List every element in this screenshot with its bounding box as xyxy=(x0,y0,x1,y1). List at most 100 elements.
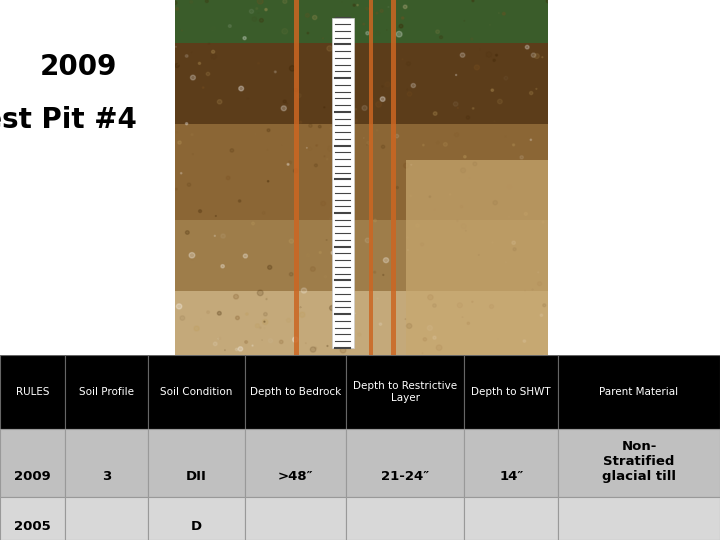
Circle shape xyxy=(410,195,412,197)
Text: DII: DII xyxy=(186,470,207,483)
Circle shape xyxy=(439,36,443,39)
Circle shape xyxy=(309,124,312,127)
Circle shape xyxy=(523,340,526,342)
Circle shape xyxy=(206,72,210,76)
Text: Test Pit #4: Test Pit #4 xyxy=(0,106,137,134)
Circle shape xyxy=(238,347,243,351)
Circle shape xyxy=(283,0,287,3)
Circle shape xyxy=(239,86,243,91)
Text: Soil Condition: Soil Condition xyxy=(160,387,233,397)
Circle shape xyxy=(341,348,346,353)
Circle shape xyxy=(310,347,316,352)
Bar xyxy=(558,429,720,497)
Circle shape xyxy=(543,304,546,307)
Circle shape xyxy=(544,354,545,355)
Bar xyxy=(175,43,548,124)
Circle shape xyxy=(471,38,473,40)
Bar xyxy=(65,497,148,540)
Circle shape xyxy=(472,0,474,2)
Bar xyxy=(558,497,720,540)
Circle shape xyxy=(300,121,302,123)
Circle shape xyxy=(268,265,271,269)
Circle shape xyxy=(467,322,469,325)
Bar xyxy=(332,18,354,348)
Circle shape xyxy=(466,116,469,119)
Text: Depth to Bedrock: Depth to Bedrock xyxy=(250,387,341,397)
Circle shape xyxy=(257,0,263,4)
Text: Depth to SHWT: Depth to SHWT xyxy=(472,387,551,397)
Circle shape xyxy=(289,273,293,276)
Bar xyxy=(148,497,245,540)
Circle shape xyxy=(472,301,473,302)
Circle shape xyxy=(354,119,357,122)
Circle shape xyxy=(189,253,195,258)
Circle shape xyxy=(382,145,384,149)
Circle shape xyxy=(353,4,355,6)
Circle shape xyxy=(228,25,231,28)
Circle shape xyxy=(337,33,339,35)
Circle shape xyxy=(513,144,515,146)
Circle shape xyxy=(292,337,298,342)
Circle shape xyxy=(433,112,437,116)
Circle shape xyxy=(217,100,222,104)
Circle shape xyxy=(503,12,505,15)
Bar xyxy=(245,429,346,497)
Circle shape xyxy=(422,353,423,354)
Bar xyxy=(346,355,464,429)
Circle shape xyxy=(407,62,410,65)
Circle shape xyxy=(326,158,328,160)
Bar xyxy=(294,0,299,355)
Circle shape xyxy=(180,316,185,320)
Text: Depth to Restrictive
Layer: Depth to Restrictive Layer xyxy=(353,381,457,403)
Circle shape xyxy=(461,168,466,173)
Circle shape xyxy=(199,210,202,213)
Circle shape xyxy=(357,4,359,6)
Circle shape xyxy=(294,88,298,92)
Bar xyxy=(369,0,374,355)
Circle shape xyxy=(530,139,531,140)
Circle shape xyxy=(246,313,248,315)
Circle shape xyxy=(235,348,238,350)
Circle shape xyxy=(546,0,549,3)
Text: 2009: 2009 xyxy=(40,53,117,81)
Bar xyxy=(175,124,548,220)
Circle shape xyxy=(376,12,378,14)
Circle shape xyxy=(376,102,382,107)
Circle shape xyxy=(327,346,328,347)
Circle shape xyxy=(346,45,350,49)
Circle shape xyxy=(358,333,361,336)
Circle shape xyxy=(491,89,493,91)
Circle shape xyxy=(513,248,516,251)
Circle shape xyxy=(287,164,289,165)
Circle shape xyxy=(289,239,294,243)
Circle shape xyxy=(343,343,345,345)
Circle shape xyxy=(374,271,376,273)
Bar xyxy=(464,497,558,540)
Circle shape xyxy=(305,14,310,17)
Circle shape xyxy=(176,8,179,10)
Circle shape xyxy=(186,123,188,125)
Bar xyxy=(245,355,346,429)
Circle shape xyxy=(249,9,253,14)
Circle shape xyxy=(256,8,258,10)
Bar xyxy=(464,429,558,497)
Circle shape xyxy=(407,323,412,328)
Circle shape xyxy=(342,125,346,128)
Bar xyxy=(0,355,65,429)
Circle shape xyxy=(327,46,333,51)
Circle shape xyxy=(226,176,230,180)
Text: Soil Profile: Soil Profile xyxy=(78,387,134,397)
Circle shape xyxy=(396,186,398,189)
Circle shape xyxy=(472,107,474,109)
Circle shape xyxy=(402,17,404,19)
Circle shape xyxy=(416,224,419,227)
Circle shape xyxy=(245,341,248,343)
Circle shape xyxy=(256,324,259,328)
Circle shape xyxy=(366,8,369,10)
Circle shape xyxy=(215,215,216,217)
Circle shape xyxy=(493,200,498,205)
Circle shape xyxy=(380,9,383,12)
Circle shape xyxy=(266,299,267,300)
Circle shape xyxy=(403,5,407,9)
Circle shape xyxy=(420,243,423,246)
